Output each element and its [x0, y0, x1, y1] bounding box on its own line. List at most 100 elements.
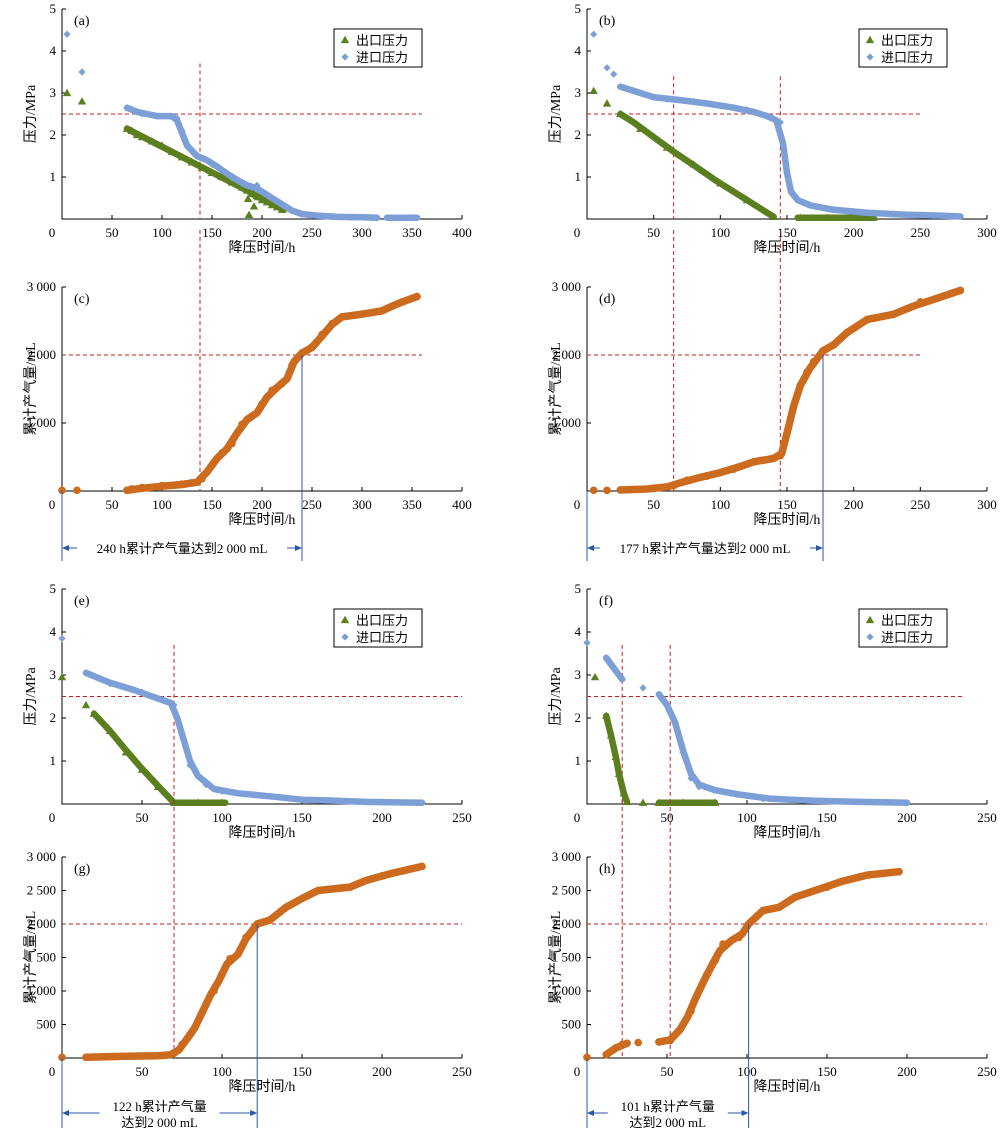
data-point: [679, 1020, 687, 1029]
arrow-head: [741, 1110, 749, 1116]
x-tick-label: 0: [49, 810, 56, 825]
data-point: [106, 680, 114, 688]
data-point: [602, 711, 611, 719]
data-point: [208, 160, 216, 168]
data-point: [244, 210, 254, 218]
y-tick-label: 3 000: [27, 279, 56, 294]
series-line: [123, 104, 381, 221]
y-tick-label: 5: [50, 1, 57, 16]
data-point: [242, 186, 252, 194]
data-point: [122, 124, 132, 132]
y-tick-label: 2 000: [552, 347, 581, 362]
y-tick-label: 4: [575, 624, 582, 639]
data-point: [807, 796, 815, 805]
data-point: [121, 748, 131, 756]
annotation-text: 122 h累计产气量: [112, 1099, 206, 1114]
x-tick-label: 0: [574, 225, 581, 240]
data-point: [318, 330, 326, 339]
legend-box: [333, 608, 423, 648]
data-point: [809, 358, 818, 366]
y-axis-label: 压力/MPa: [548, 667, 564, 726]
x-tick-label: 100: [711, 497, 731, 512]
data-point: [328, 319, 336, 328]
data-point: [890, 210, 898, 218]
data-point: [638, 798, 648, 806]
y-tick-label: 4: [575, 43, 582, 58]
data-point: [346, 797, 354, 806]
data-point: [743, 106, 751, 114]
x-tick-label: 200: [372, 1064, 392, 1079]
y-tick-label: 1 000: [552, 415, 581, 430]
legend-marker: [340, 615, 350, 624]
x-axis-label: 降压时间/h: [754, 512, 821, 528]
data-point: [338, 313, 346, 321]
data-point: [408, 214, 416, 222]
data-point: [611, 752, 620, 760]
data-point: [253, 181, 261, 189]
data-point: [616, 109, 625, 118]
x-tick-label: 250: [302, 225, 322, 240]
y-tick-label: 1: [50, 169, 57, 184]
data-point: [247, 189, 257, 197]
y-tick-label: 2 000: [27, 916, 56, 931]
data-point: [716, 179, 725, 187]
legend-entry: 进口压力: [356, 630, 408, 645]
data-point: [589, 486, 598, 495]
data-point: [618, 675, 626, 683]
chart-panel-f: 0 50 100 150 200 250 1 2 3 4 5 降压时间/h 压力/MPa (f) 出口压力进…: [548, 581, 997, 841]
legend-entry: 进口压力: [356, 50, 408, 65]
series-line: [617, 110, 777, 221]
panel-label: (e): [74, 594, 90, 609]
data-point: [170, 701, 178, 709]
data-point: [178, 127, 186, 135]
legend-entry: 出口压力: [881, 613, 933, 628]
series-inlet: [583, 639, 911, 807]
data-point: [106, 1052, 114, 1061]
x-tick-label: 150: [777, 225, 797, 240]
data-point: [956, 286, 965, 295]
series-line: [655, 691, 911, 806]
data-point: [198, 154, 206, 162]
x-tick-label: 300: [352, 225, 372, 240]
x-tick-label: 0: [574, 1064, 581, 1079]
axes: [586, 857, 987, 1059]
x-tick-label: 0: [574, 497, 581, 512]
data-point: [368, 214, 376, 222]
data-point: [278, 200, 286, 208]
data-point: [178, 480, 186, 489]
data-point: [388, 214, 396, 222]
data-point: [258, 188, 266, 196]
arrow-head: [587, 545, 594, 551]
data-point: [634, 1038, 642, 1047]
x-tick-label: 200: [844, 497, 864, 512]
arrow-head: [62, 1110, 69, 1116]
panel-label: (d): [599, 292, 616, 307]
legend-marker: [341, 53, 349, 61]
data-point: [298, 349, 306, 357]
data-point: [636, 124, 645, 132]
data-point: [183, 141, 191, 150]
data-point: [123, 104, 131, 112]
data-point: [162, 697, 170, 705]
data-point: [234, 950, 242, 958]
data-point: [348, 213, 356, 221]
annotation-bg: [77, 538, 287, 556]
data-point: [194, 1017, 202, 1025]
data-point: [695, 783, 703, 791]
data-point: [654, 798, 664, 806]
data-point: [373, 214, 381, 222]
legend-entry: 进口压力: [881, 630, 933, 645]
data-point: [606, 731, 616, 739]
data-point: [850, 207, 858, 216]
x-tick-label: 0: [49, 1064, 56, 1079]
series-outlet: [589, 86, 878, 221]
y-tick-label: 2 000: [27, 347, 56, 362]
x-tick-label: 50: [106, 497, 119, 512]
y-tick-label: 5: [575, 1, 582, 16]
series-line: [617, 83, 964, 220]
annotation-bg: [607, 1097, 728, 1127]
x-tick-label: 300: [977, 225, 997, 240]
annotation-bg: [99, 1097, 220, 1127]
data-point: [823, 204, 831, 213]
data-point: [636, 89, 644, 97]
